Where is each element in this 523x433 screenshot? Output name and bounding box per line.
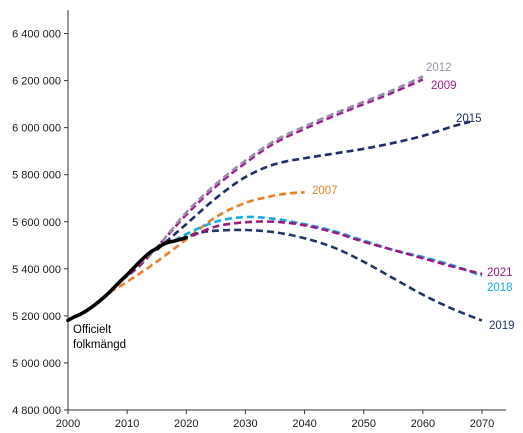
series-line-officielt-folkmängd [66, 235, 189, 323]
series-label-officielt-folkmangd: Officielt folkmängd [73, 324, 126, 351]
series-label-2009: 2009 [431, 80, 457, 92]
series-line-2012 [138, 75, 424, 266]
series-labels: Officielt folkmängd 2007 2009 2012 2015 2018 20… [73, 62, 515, 351]
series-label-2021: 2021 [487, 267, 513, 279]
series-label-2018: 2018 [487, 282, 513, 294]
y-tick-label: 5 400 000 [12, 264, 61, 276]
series-label-2019: 2019 [489, 320, 515, 332]
x-tick-label: 2010 [115, 418, 139, 430]
series-label-2015: 2015 [456, 113, 482, 125]
series-label-line: Officielt [73, 324, 112, 336]
series-line-2018 [173, 215, 483, 278]
series-line-2007 [108, 191, 305, 294]
x-tick-label: 2070 [470, 418, 494, 430]
y-tick-label: 5 600 000 [12, 217, 61, 229]
y-tick-label: 5 200 000 [12, 311, 61, 323]
axes: 4 800 000 5 000 000 5 200 000 5 400 000 5 60… [12, 10, 506, 430]
y-tick-label: 6 000 000 [12, 123, 61, 135]
y-tick-label: 4 800 000 [12, 405, 61, 417]
y-tick-label: 6 200 000 [12, 76, 61, 88]
series-label-line: folkmängd [73, 339, 126, 351]
series-lines [66, 75, 483, 323]
series-line-2019 [179, 228, 483, 322]
x-tick-label: 2040 [292, 418, 316, 430]
series-line-2021 [191, 220, 483, 276]
series-line-2015 [155, 120, 471, 251]
series-line-2009 [120, 78, 424, 282]
series-label-2012: 2012 [426, 62, 452, 74]
y-tick-label: 5 800 000 [12, 170, 61, 182]
x-tick-label: 2060 [411, 418, 435, 430]
x-tick-label: 2020 [174, 418, 198, 430]
x-tick-label: 2030 [233, 418, 257, 430]
x-tick-label: 2050 [351, 418, 375, 430]
series-label-2007: 2007 [312, 185, 338, 197]
x-tick-label: 2000 [56, 418, 80, 430]
y-tick-label: 6 400 000 [12, 29, 61, 41]
y-tick-label: 5 000 000 [12, 358, 61, 370]
